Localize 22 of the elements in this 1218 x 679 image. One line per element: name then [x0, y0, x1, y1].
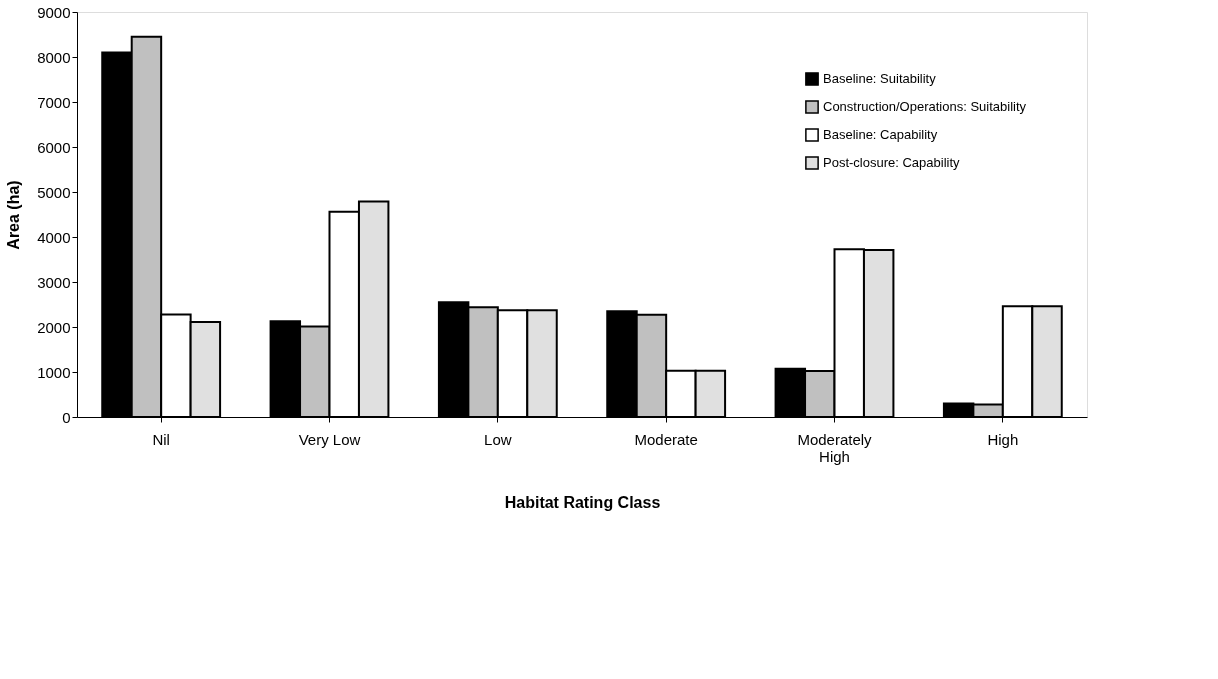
y-tick-label: 6000 — [37, 138, 71, 156]
y-tick-label: 2000 — [37, 318, 71, 336]
y-tick-label: 3000 — [37, 273, 71, 291]
y-tick-label: 4000 — [37, 228, 71, 246]
y-tick-label: 5000 — [37, 183, 71, 201]
legend-label: Baseline: Capability — [823, 127, 938, 142]
y-tick-label: 7000 — [37, 93, 71, 111]
x-tick-label: Nil — [152, 430, 170, 448]
legend-label: Construction/Operations: Suitability — [823, 99, 1027, 114]
y-axis-title: Area (ha) — [5, 180, 23, 250]
legend-label: Post-closure: Capability — [823, 155, 961, 170]
y-tick-label: 9000 — [37, 3, 71, 21]
x-tick-label: High — [987, 430, 1019, 448]
y-tick-label: 8000 — [37, 48, 71, 66]
y-tick-label: 0 — [62, 408, 71, 426]
x-axis-title: Habitat Rating Class — [504, 493, 661, 511]
y-tick-label: 1000 — [37, 363, 71, 381]
x-tick-label: Moderately High — [797, 430, 873, 465]
legend-label: Baseline: Suitability — [823, 71, 937, 86]
x-tick-label: Very Low — [298, 430, 361, 448]
x-tick-label: Low — [484, 430, 512, 448]
x-tick-label: Moderate — [634, 430, 698, 448]
